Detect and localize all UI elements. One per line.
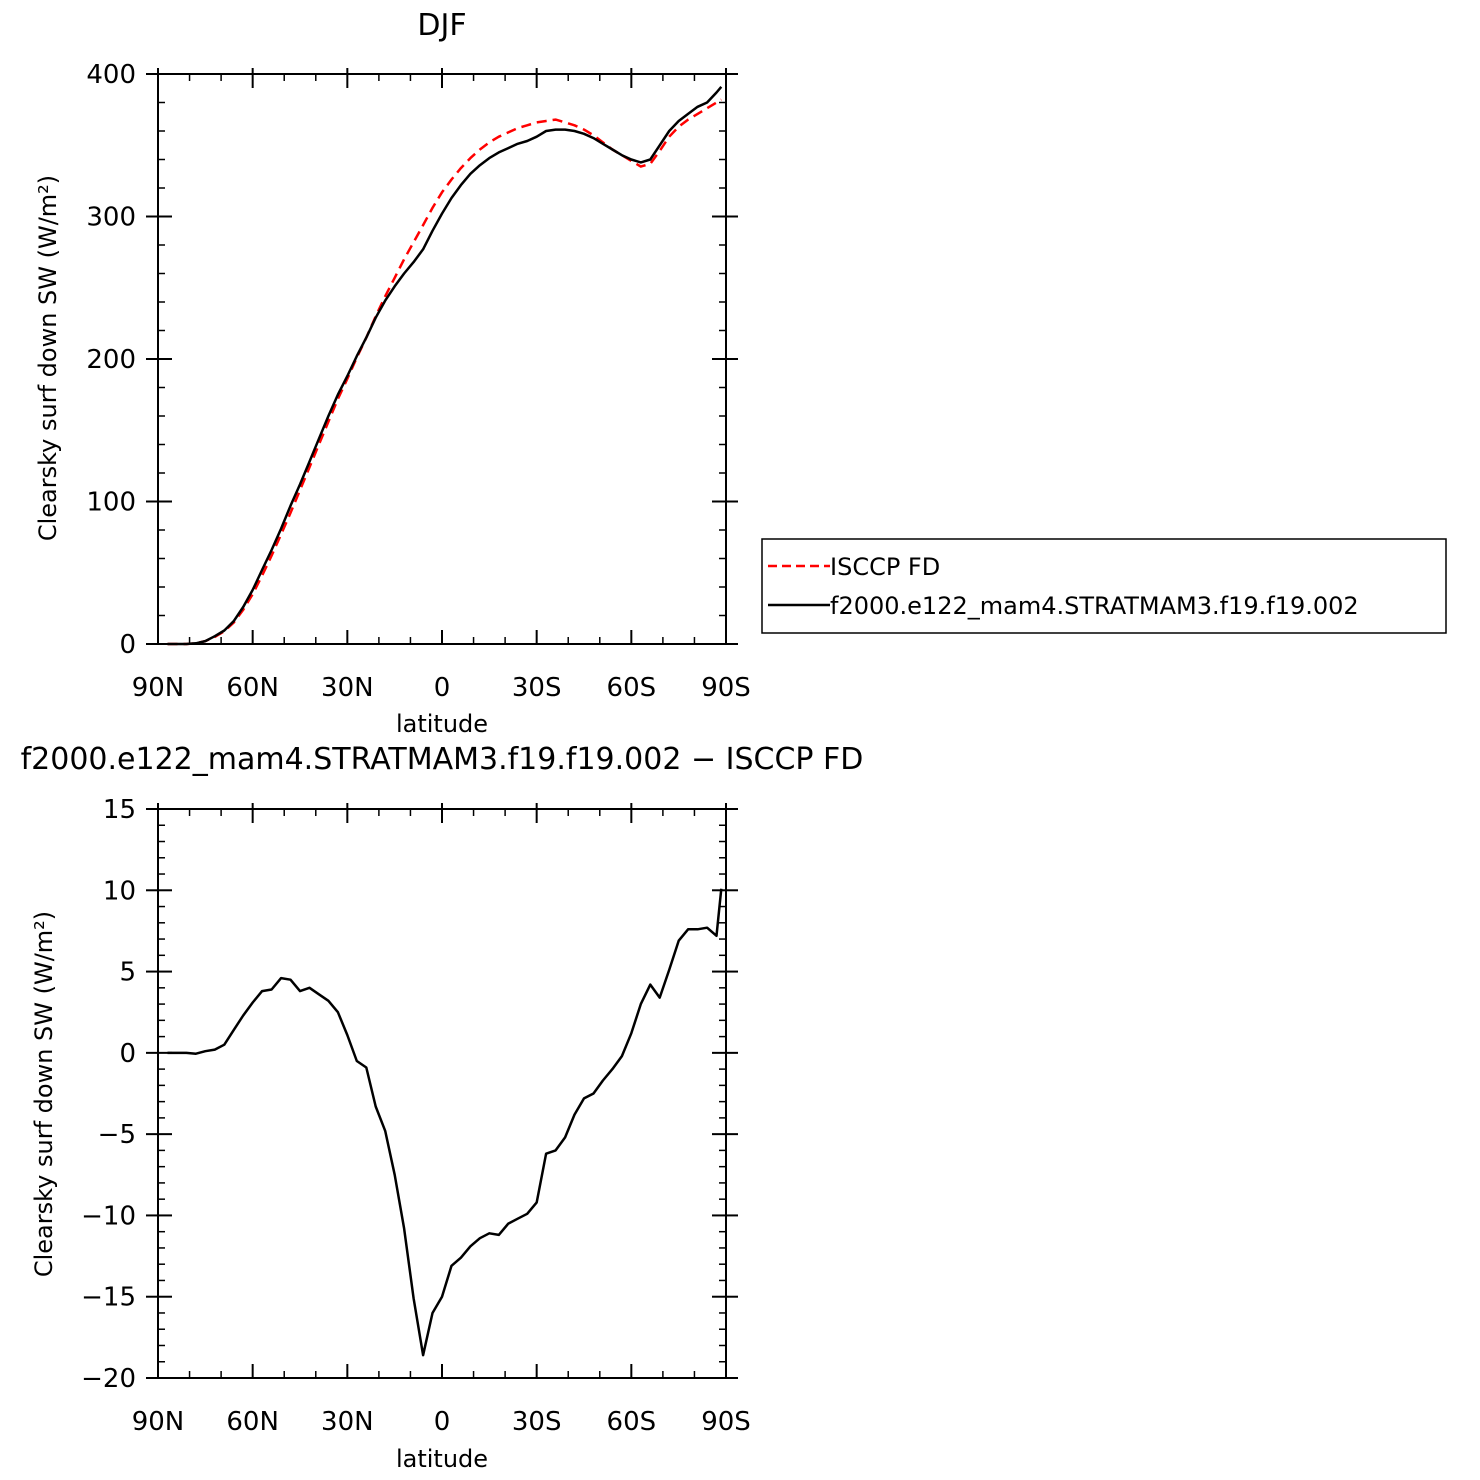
chart-top-ytick-label: 400 [86,60,136,90]
chart-bottom-xtick-label: 60N [226,1407,279,1437]
chart-top-series [167,85,723,646]
chart-bottom-ytick-label: −10 [81,1201,136,1231]
chart-top-ylabel: Clearsky surf down SW (W/m²) [34,175,62,541]
chart-top-ytick-label: 200 [86,345,136,375]
chart-bottom-xtick-label: 30N [321,1407,374,1437]
chart-bottom-ytick-label: 15 [103,795,136,825]
chart-top-ytick-label: 0 [119,630,136,660]
legend-label-isccp: ISCCP FD [830,553,940,581]
legend: ISCCP FD f2000.e122_mam4.STRATMAM3.f19.f… [761,538,1447,634]
chart-bottom-xtick-label: 0 [434,1407,451,1437]
chart-top-series-line-0 [167,98,722,646]
chart-top-xtick-label: 30N [321,673,374,703]
chart-bottom-ticks [146,803,738,1379]
chart-bottom-ylabel: Clearsky surf down SW (W/m²) [30,911,58,1277]
chart-top-tick-labels: 90N 60N 30N 0 30S 60S 90S 0 100 200 300 400 [86,60,750,703]
chart-bottom-series [167,888,723,1357]
chart-bottom: f2000.e122_mam4.STRATMAM3.f19.f19.002 − … [21,742,864,1473]
chart-bottom-title: f2000.e122_mam4.STRATMAM3.f19.f19.002 − … [21,742,864,777]
chart-top-xtick-label: 30S [512,673,562,703]
chart-top-frame [157,73,727,645]
legend-box [761,538,1447,634]
chart-top-xtick-label: 90S [701,673,751,703]
chart-top: DJF Clearsky surf down SW (W/m²) latitud… [34,8,751,738]
chart-bottom-xtick-label: 90N [132,1407,185,1437]
chart-top-ticks [146,68,738,645]
chart-bottom-ytick-label: −5 [98,1120,136,1150]
chart-bottom-series-line-0 [167,888,723,1357]
chart-top-series-line-1 [167,85,723,646]
chart-bottom-xtick-label: 30S [512,1407,562,1437]
chart-bottom-xtick-label: 90S [701,1407,751,1437]
chart-top-ytick-label: 100 [86,488,136,518]
chart-top-xtick-label: 60N [226,673,279,703]
chart-bottom-ytick-label: −20 [81,1364,136,1394]
chart-bottom-ytick-label: 0 [119,1039,136,1069]
chart-bottom-tick-labels: 90N 60N 30N 0 30S 60S 90S −20 −15 −10 −5 0 5 10 15 [81,795,751,1437]
chart-top-title: DJF [417,8,466,43]
chart-top-xtick-label: 90N [132,673,185,703]
chart-bottom-ytick-label: 5 [119,958,136,988]
legend-label-model: f2000.e122_mam4.STRATMAM3.f19.f19.002 [830,592,1359,620]
chart-bottom-xlabel: latitude [396,1445,488,1473]
chart-bottom-xtick-label: 60S [607,1407,657,1437]
chart-top-xlabel: latitude [396,710,488,738]
chart-bottom-frame [157,808,727,1379]
chart-bottom-ytick-label: 10 [103,876,136,906]
chart-top-xtick-label: 0 [434,673,451,703]
chart-top-xtick-label: 60S [607,673,657,703]
chart-top-ytick-label: 300 [86,203,136,233]
chart-bottom-ytick-label: −15 [81,1283,136,1313]
